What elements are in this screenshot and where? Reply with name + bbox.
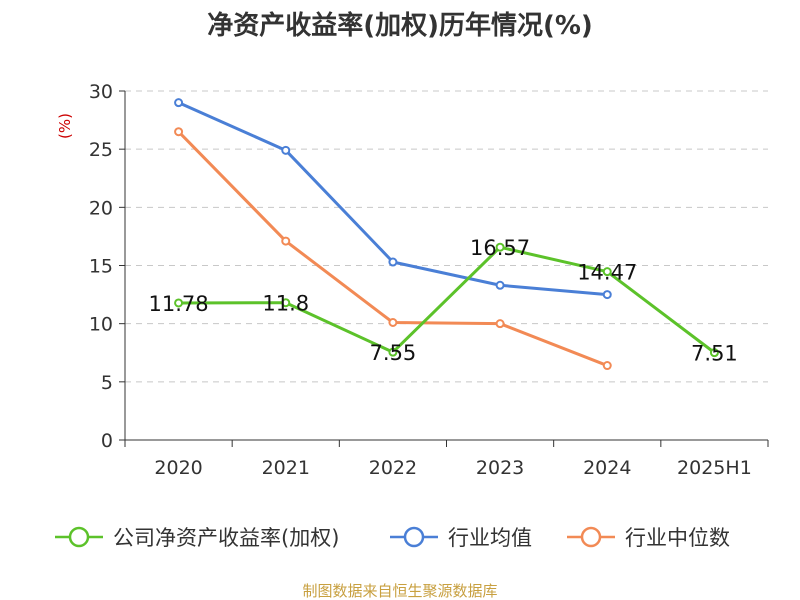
data-point bbox=[495, 280, 505, 290]
data-point bbox=[281, 298, 291, 308]
x-tick-label: 2023 bbox=[476, 457, 524, 479]
series-lines bbox=[174, 98, 719, 371]
legend-marker bbox=[580, 526, 602, 548]
y-tick-label: 15 bbox=[89, 256, 113, 278]
legend-item-2[interactable]: 行业中位数 bbox=[567, 526, 730, 550]
data-label: 16.57 bbox=[470, 236, 530, 260]
data-label: 11.78 bbox=[149, 292, 209, 316]
data-point bbox=[388, 347, 398, 357]
data-point bbox=[388, 318, 398, 328]
y-axis-label: (%) bbox=[56, 113, 74, 139]
x-tick-label: 2024 bbox=[583, 457, 631, 479]
legend-marker bbox=[403, 526, 425, 548]
x-tick-label: 2022 bbox=[369, 457, 417, 479]
data-point bbox=[388, 257, 398, 267]
source-note: 制图数据来自恒生聚源数据库 bbox=[302, 582, 497, 600]
y-tick-label: 5 bbox=[101, 372, 113, 394]
legend: 公司净资产收益率(加权) 行业均值 行业中位数 bbox=[55, 526, 730, 550]
y-tick-label: 0 bbox=[101, 430, 113, 452]
legend-item-1[interactable]: 行业均值 bbox=[390, 526, 532, 550]
y-tick-label: 10 bbox=[89, 314, 113, 336]
y-tick-label: 30 bbox=[89, 81, 113, 103]
data-point bbox=[174, 298, 184, 308]
data-point bbox=[281, 145, 291, 155]
series-line-2 bbox=[177, 130, 608, 367]
x-tick-label: 2020 bbox=[154, 457, 202, 479]
gridlines bbox=[125, 90, 768, 383]
data-point bbox=[709, 348, 719, 358]
data-label: 7.51 bbox=[691, 342, 738, 366]
axes: 0 5 10 15 20 25 30 2020 2021 2022 2023 2024 2025H1 bbox=[89, 81, 769, 479]
data-point bbox=[495, 319, 505, 329]
x-tick-label: 2021 bbox=[262, 457, 310, 479]
data-point bbox=[602, 361, 612, 371]
y-tick-label: 20 bbox=[89, 197, 113, 219]
legend-item-0[interactable]: 公司净资产收益率(加权) bbox=[55, 526, 339, 550]
data-point bbox=[602, 267, 612, 277]
data-labels: 11.78 11.8 7.55 16.57 14.47 7.51 bbox=[149, 236, 738, 365]
legend-label: 公司净资产收益率(加权) bbox=[113, 526, 339, 550]
chart-title: 净资产收益率(加权)历年情况(%) bbox=[207, 10, 593, 41]
data-label: 11.8 bbox=[262, 292, 309, 316]
data-point bbox=[174, 127, 184, 137]
x-tick-label: 2025H1 bbox=[677, 457, 752, 479]
data-point bbox=[174, 98, 184, 108]
legend-label: 行业中位数 bbox=[625, 526, 730, 550]
data-label: 7.55 bbox=[370, 341, 417, 365]
data-point bbox=[602, 290, 612, 300]
series-line-0 bbox=[178, 245, 716, 354]
data-point bbox=[281, 236, 291, 246]
legend-label: 行业均值 bbox=[448, 526, 532, 550]
data-label: 14.47 bbox=[577, 261, 637, 285]
data-point bbox=[495, 242, 505, 252]
legend-marker bbox=[68, 526, 90, 548]
y-tick-label: 25 bbox=[89, 139, 113, 161]
